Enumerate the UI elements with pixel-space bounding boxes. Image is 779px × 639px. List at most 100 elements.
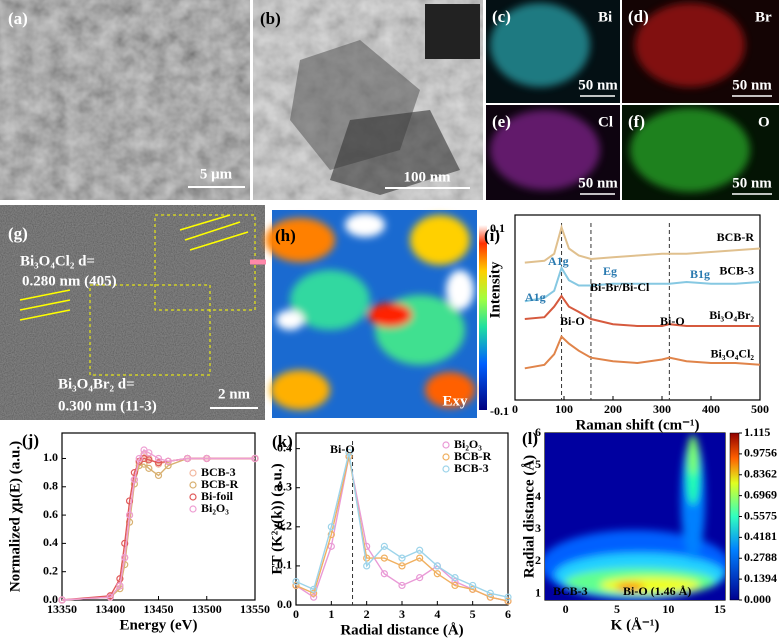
panel-label: (j) [22,431,39,450]
data-point [433,570,441,578]
x-axis-label: Energy (eV) [120,617,198,633]
data-point [145,449,153,457]
data-point [398,554,406,562]
panel-d: (d) Br 50 nm [622,0,779,103]
x-tick-label: 0 [293,607,299,621]
legend-marker [189,481,197,489]
data-point [469,585,477,593]
colorbar-tick-label: 0.2788 [744,550,777,564]
y-axis-label: Radial distance (Å) [521,455,537,578]
data-point [416,554,424,562]
panel-h: (h) 0.1 -0.1 Intensity Exy [265,210,509,418]
y-tick-label: 4 [535,489,541,503]
data-point [433,562,441,570]
legend-marker [442,441,450,449]
data-point [292,581,300,590]
data-point [121,553,129,562]
data-point [486,589,494,597]
data-point [251,454,259,463]
x-tick-label: 2 [364,607,370,621]
contour-blobs [545,435,725,600]
x-tick-label: 5 [614,602,620,616]
data-point [164,461,172,470]
element-label: Cl [598,114,613,130]
data-point [363,554,371,562]
data-point [310,593,318,601]
x-tick-label: 0 [563,602,569,616]
data-point [310,589,318,597]
data-point [135,454,143,463]
panel-label: (g) [8,224,28,243]
panel-e: (e) Cl 50 nm [486,105,620,200]
y-tick-label: 6 [535,425,541,439]
colorbar-max: 0.1 [490,221,505,235]
sem-image [0,0,250,200]
data-point [469,581,477,590]
data-point [121,539,129,547]
scale-label: 50 nm [732,77,772,93]
x-axis-label: Radial distance (Å) [340,622,463,638]
data-point [363,562,371,570]
element-label: Br [755,9,772,25]
data-point [310,585,318,593]
panel-a: (a) 5 μm [0,0,250,200]
contour-region [616,583,644,591]
panel-label: (h) [275,226,296,245]
data-point [154,454,163,463]
y-tick-label: 3 [535,521,541,535]
colorbar-tick-label: 0.8362 [744,467,777,481]
data-point [380,554,388,562]
data-point [451,581,459,590]
data-point [140,454,148,463]
data-point [164,457,172,465]
data-point [154,471,163,480]
scale-label: 50 nm [578,77,618,93]
panel-label: (b) [260,9,281,28]
series-line [524,334,761,370]
x-tick-label: 13350 [47,602,77,616]
data-point [380,542,388,550]
series-label: BCB-3 [719,264,754,278]
data-point [130,476,138,484]
panel-label: (a) [8,9,28,28]
data-point [154,459,163,467]
colorbar-tick-label: 1.115 [744,425,770,439]
legend-label: BCB-R [201,477,239,491]
lattice-annotation: 0.280 nm (405) [22,273,117,289]
x-tick-label: 4 [434,607,440,621]
data-point [58,596,66,604]
y-tick-label: 0.4 [277,440,292,454]
colorbar-title: Intensity [487,261,503,318]
annotation: B1g [690,267,710,281]
panel-c: (c) Bi 50 nm [486,0,620,103]
legend-marker [189,493,197,501]
series-label: Bi₃O₄Cl₂ [711,347,755,361]
scale-label: 50 nm [732,175,772,191]
data-point [380,570,388,578]
data-point [504,593,512,601]
lattice-fringe [179,214,249,251]
legend-marker [189,469,197,477]
annotation: Bi-Br/Bi-Cl [590,280,650,294]
flake [330,110,460,195]
legend-label: Bi₂O₃ [201,501,229,515]
legend-marker [189,505,197,513]
panel-b: (b) 100 nm [253,0,483,200]
data-point [145,456,153,464]
data-point [125,497,134,505]
y-tick-label: 2 [535,553,541,567]
panel-label: (f) [628,112,645,131]
map-signal [630,108,750,192]
contour-region [688,435,698,475]
x-tick-label: 13400 [95,602,125,616]
y-tick-label: 0.0 [43,592,58,606]
series-line [295,452,509,598]
strain-label: Exy [442,393,468,409]
contour-field [545,433,725,600]
data-point [345,448,353,457]
annotation: Bi-O (1.46 Å) [623,584,691,598]
scale-label: 2 nm [218,386,251,402]
panel-label: (d) [628,7,649,26]
data-point [416,546,424,554]
panel-label: (i) [484,226,500,245]
